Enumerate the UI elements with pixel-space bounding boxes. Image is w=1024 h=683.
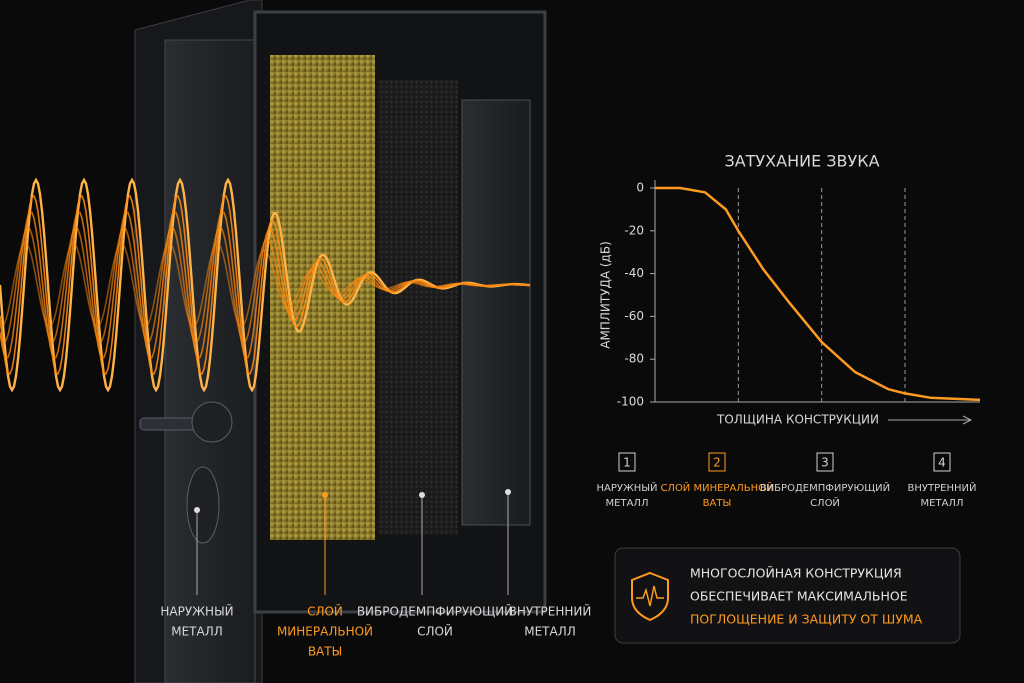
damping-layer — [378, 80, 458, 535]
layer-name: ВАТЫ — [703, 498, 732, 509]
lock — [186, 466, 220, 544]
pointer-dot — [505, 489, 511, 495]
door-label: СЛОЙ — [307, 604, 343, 619]
door-label: ВАТЫ — [308, 645, 342, 659]
sound-wave — [0, 242, 530, 328]
y-tick-label: -20 — [624, 223, 644, 237]
y-tick-label: 0 — [636, 181, 644, 195]
door-label: НАРУЖНЫЙ — [160, 604, 233, 619]
layer-number-box — [933, 452, 951, 472]
x-axis-label: ТОЛЩИНА КОНСТРУКЦИИ — [716, 413, 879, 427]
x-arrow-head — [962, 415, 973, 425]
layer-name: НАРУЖНЫЙ — [596, 481, 657, 494]
layer-number: 4 — [938, 456, 946, 470]
chart-title: ЗАТУХАНИЕ ЗВУКА — [724, 152, 879, 171]
layer-number-box — [618, 452, 636, 472]
callout-box — [614, 547, 961, 644]
layer-name: МЕТАЛЛ — [606, 498, 649, 509]
y-tick-label: -40 — [624, 266, 644, 280]
layer-number: 3 — [821, 456, 829, 470]
layer-name: ВИБРОДЕМПФИРУЮЩИЙ — [760, 481, 890, 494]
callout-text: МНОГОСЛОЙНАЯ КОНСТРУКЦИЯ — [690, 566, 902, 581]
handle-rose — [191, 401, 233, 443]
door-label: МЕТАЛЛ — [524, 625, 576, 639]
door-label: МИНЕРАЛЬНОЙ — [277, 624, 373, 639]
y-tick-label: -100 — [617, 395, 644, 409]
attenuation-line — [655, 186, 981, 402]
pointer-dot — [419, 492, 425, 498]
pointer-dot — [194, 507, 200, 513]
door-label: СЛОЙ — [417, 624, 453, 639]
inner-metal — [461, 99, 531, 526]
layer-number: 2 — [713, 456, 721, 470]
sound-waves — [0, 177, 531, 393]
pulse-icon — [636, 585, 664, 607]
layer-number: 1 — [623, 456, 631, 470]
layer-name: СЛОЙ МИНЕРАЛЬНОЙ — [660, 481, 773, 494]
layer-name: СЛОЙ — [810, 496, 840, 509]
layer-number-box — [708, 452, 726, 472]
layer-number-box — [816, 452, 834, 472]
layer-name: МЕТАЛЛ — [921, 498, 964, 509]
y-tick-label: -60 — [624, 309, 644, 323]
door-label: ВИБРОДЕМПФИРУЮЩИЙ — [357, 604, 513, 619]
pointer-dot — [322, 492, 328, 498]
y-axis-label: АМПЛИТУДА (дБ) — [599, 241, 613, 349]
layer-name: ВНУТРЕННИЙ — [908, 481, 977, 494]
door-label: ВНУТРЕННИЙ — [509, 604, 592, 619]
y-tick-label: -80 — [624, 352, 644, 366]
door-label: МЕТАЛЛ — [171, 625, 223, 639]
shield-icon — [631, 571, 669, 622]
callout-text: ОБЕСПЕЧИВАЕТ МАКСИМАЛЬНОЕ — [690, 589, 908, 604]
callout-highlight: ПОГЛОЩЕНИЕ И ЗАЩИТУ ОТ ШУМА — [690, 612, 923, 627]
